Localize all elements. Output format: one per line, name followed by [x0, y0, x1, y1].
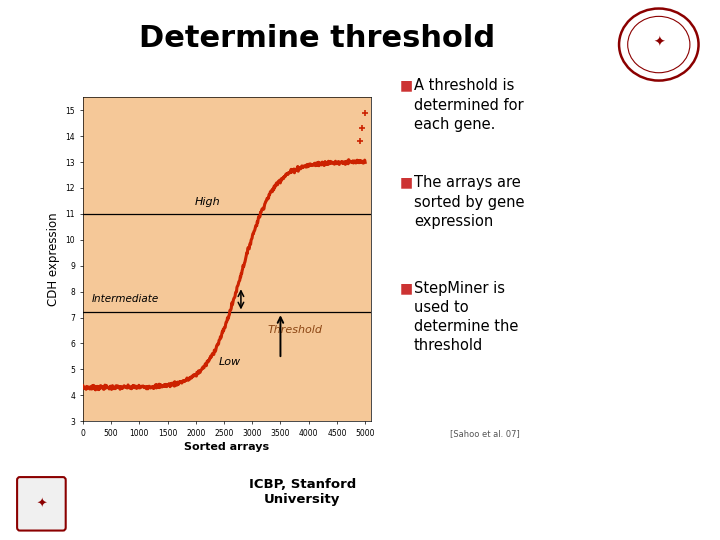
Text: ■: ■	[400, 78, 413, 92]
X-axis label: Sorted arrays: Sorted arrays	[184, 442, 269, 452]
Text: The arrays are
sorted by gene
expression: The arrays are sorted by gene expression	[414, 176, 524, 229]
Text: ■: ■	[400, 281, 413, 295]
Text: Low: Low	[219, 357, 240, 367]
Text: [Sahoo et al. 07]: [Sahoo et al. 07]	[450, 429, 520, 438]
Text: ✦: ✦	[653, 36, 665, 50]
Text: A threshold is
determined for
each gene.: A threshold is determined for each gene.	[414, 78, 523, 132]
Y-axis label: CDH expression: CDH expression	[47, 212, 60, 306]
Text: Determine threshold: Determine threshold	[139, 24, 495, 53]
Text: Threshold: Threshold	[267, 325, 322, 335]
Text: High: High	[194, 197, 220, 207]
FancyBboxPatch shape	[17, 477, 66, 530]
Text: ■: ■	[400, 176, 413, 190]
Text: StepMiner is
used to
determine the
threshold: StepMiner is used to determine the thres…	[414, 281, 518, 353]
Text: ✦: ✦	[36, 497, 47, 510]
Text: Intermediate: Intermediate	[91, 294, 158, 305]
Text: ICBP, Stanford
University: ICBP, Stanford University	[249, 478, 356, 506]
